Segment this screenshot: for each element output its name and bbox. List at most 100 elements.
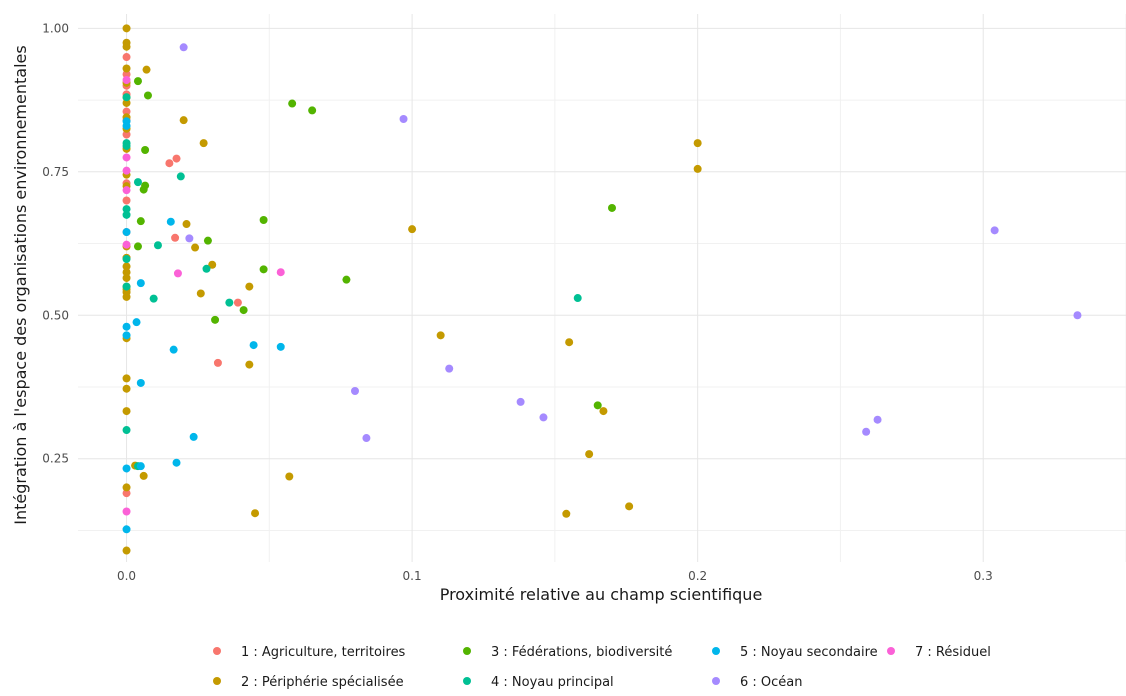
legend-marker — [213, 677, 221, 685]
data-point — [179, 43, 188, 52]
data-point — [122, 75, 131, 84]
data-point — [308, 106, 317, 115]
data-point — [122, 24, 131, 33]
x-axis-title: Proximité relative au champ scientifique — [440, 585, 763, 604]
data-point — [133, 77, 142, 86]
data-point — [122, 205, 131, 214]
data-point — [122, 42, 131, 51]
data-point — [122, 166, 131, 175]
data-point — [122, 121, 131, 130]
data-point — [153, 241, 162, 250]
legend-marker — [463, 677, 471, 685]
data-point — [122, 273, 131, 282]
y-tick-label: 0.50 — [42, 308, 69, 322]
data-point — [408, 225, 417, 234]
data-point — [573, 294, 582, 303]
data-point — [276, 268, 285, 277]
grid-minor — [78, 14, 1126, 562]
legend-marker — [712, 647, 720, 655]
data-point — [122, 210, 131, 219]
x-tick-label: 0.3 — [974, 569, 993, 583]
legend-marker — [712, 677, 720, 685]
data-point — [213, 358, 222, 367]
data-point — [251, 509, 260, 518]
data-point — [122, 53, 131, 62]
data-point — [516, 397, 525, 406]
data-point — [208, 260, 217, 269]
data-point — [259, 216, 268, 225]
data-point — [133, 178, 142, 187]
data-point — [122, 130, 131, 139]
data-point — [139, 185, 148, 194]
data-point — [122, 228, 131, 237]
x-tick-label: 0.1 — [403, 569, 422, 583]
y-tick-label: 1.00 — [42, 21, 69, 35]
data-point — [122, 64, 131, 73]
data-point — [539, 413, 548, 422]
x-tick-label: 0.0 — [117, 569, 136, 583]
data-point — [122, 374, 131, 383]
data-point — [122, 292, 131, 301]
y-axis-title: Intégration à l'espace des organisations… — [11, 45, 30, 524]
data-point — [350, 387, 359, 396]
legend-label: 3 : Fédérations, biodiversité — [491, 645, 672, 660]
data-point — [122, 407, 131, 416]
data-point — [122, 98, 131, 107]
data-point — [122, 546, 131, 555]
data-point — [173, 269, 182, 278]
data-point — [239, 306, 248, 315]
data-point — [172, 154, 181, 163]
data-point — [202, 264, 211, 273]
data-point — [122, 483, 131, 492]
data-point — [172, 458, 181, 467]
data-point — [182, 220, 191, 229]
data-point — [225, 298, 234, 307]
data-point — [185, 234, 194, 243]
data-point — [233, 298, 242, 307]
data-point — [122, 525, 131, 534]
data-point — [1073, 311, 1082, 320]
data-point — [122, 282, 131, 291]
data-point — [245, 360, 254, 369]
data-point — [136, 217, 145, 226]
legend-label: 7 : Résiduel — [915, 645, 991, 660]
data-point — [693, 139, 702, 148]
data-point — [171, 233, 180, 242]
data-point — [245, 282, 254, 291]
data-point — [565, 338, 574, 347]
data-point — [122, 268, 131, 277]
data-point — [445, 364, 454, 373]
data-point — [122, 196, 131, 205]
data-point — [607, 203, 616, 212]
data-point — [211, 315, 220, 324]
data-point — [122, 240, 131, 249]
data-point — [139, 471, 148, 480]
data-point — [873, 415, 882, 424]
data-point — [122, 262, 131, 271]
data-point — [436, 331, 445, 340]
data-point — [599, 407, 608, 416]
data-point — [342, 275, 351, 284]
data-point — [122, 70, 131, 79]
data-point — [122, 426, 131, 435]
data-point — [585, 450, 594, 459]
data-point — [143, 91, 152, 100]
data-point — [189, 432, 198, 441]
data-point — [122, 322, 131, 331]
data-point — [259, 265, 268, 274]
legend-label: 4 : Noyau principal — [491, 675, 614, 690]
data-point — [288, 99, 297, 108]
data-point — [176, 172, 185, 181]
data-point — [169, 345, 178, 354]
data-point — [122, 107, 131, 116]
y-tick-label: 0.25 — [42, 452, 69, 466]
data-point — [136, 279, 145, 288]
data-point — [132, 318, 141, 327]
data-point — [593, 401, 602, 410]
data-point — [149, 294, 158, 303]
data-point — [122, 507, 131, 516]
data-point — [166, 217, 175, 226]
legend-label: 1 : Agriculture, territoires — [241, 645, 406, 660]
data-point — [122, 464, 131, 473]
legend-marker — [463, 647, 471, 655]
